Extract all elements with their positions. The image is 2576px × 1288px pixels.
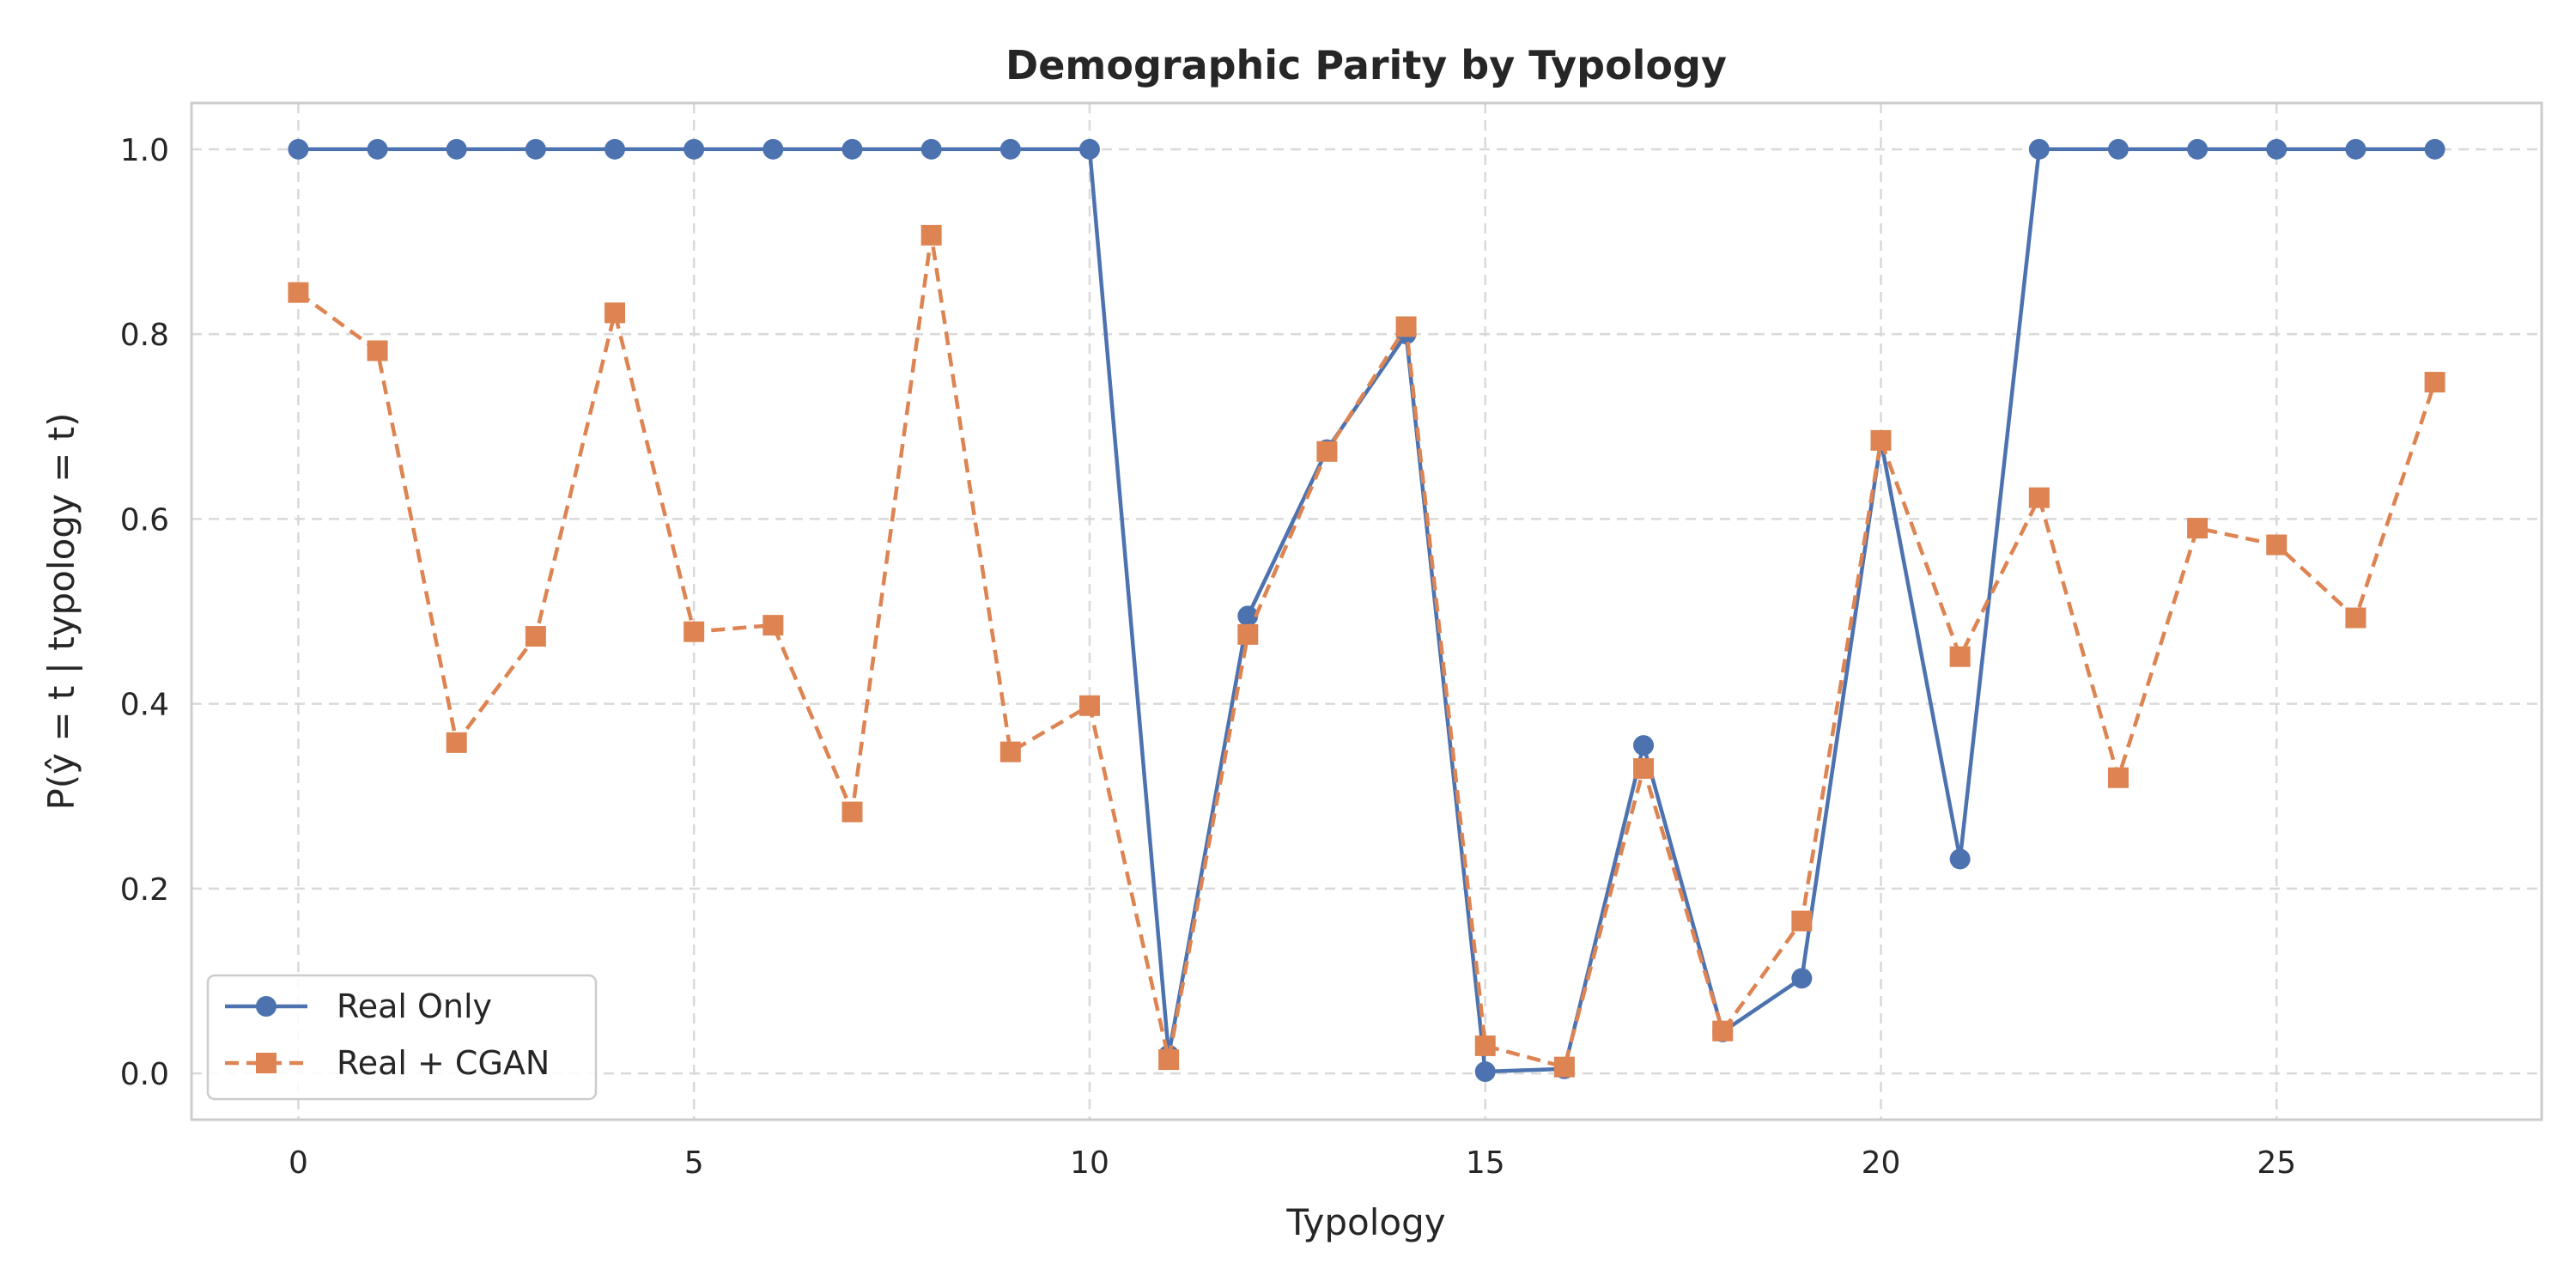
x-tick-label: 20 xyxy=(1862,1145,1901,1181)
data-point-real-cgan xyxy=(525,626,546,647)
data-point-real-cgan xyxy=(2424,372,2445,393)
data-point-real-only xyxy=(2187,138,2208,160)
data-point-real-only xyxy=(2424,138,2445,160)
data-point-real-cgan xyxy=(1633,757,1655,779)
grid-layer xyxy=(191,103,2542,1120)
x-tick-label: 10 xyxy=(1070,1145,1109,1181)
data-point-real-only xyxy=(605,138,626,160)
data-point-real-cgan xyxy=(999,741,1021,762)
data-point-real-cgan xyxy=(288,282,309,303)
y-tick-label: 0.4 xyxy=(120,688,169,723)
data-point-real-cgan xyxy=(1791,910,1813,932)
data-point-real-only xyxy=(525,138,546,160)
data-point-real-cgan xyxy=(1949,646,1971,667)
legend-label-real-only: Real Only xyxy=(337,987,492,1025)
y-tick-label: 0.8 xyxy=(120,318,169,353)
data-point-real-only xyxy=(367,138,388,160)
tick-layer: 0 5 10 15 20 25 0.0 0.2 0.4 0.6 0.8 1.0 xyxy=(120,133,2296,1181)
data-point-real-only xyxy=(288,138,309,160)
data-point-real-only xyxy=(1237,605,1259,627)
plot-frame xyxy=(190,101,2543,1121)
data-point-real-cgan xyxy=(1395,316,1417,337)
data-point-real-cgan xyxy=(683,621,705,642)
data-point-real-only xyxy=(2107,138,2129,160)
data-point-real-cgan xyxy=(1712,1020,1734,1042)
data-point-real-cgan xyxy=(762,615,784,636)
legend: Real Only Real + CGAN xyxy=(206,974,598,1101)
data-point-real-only xyxy=(1949,848,1971,870)
data-point-real-cgan xyxy=(2107,767,2129,788)
legend-entry-real-only: Real Only xyxy=(225,987,492,1025)
data-point-real-only xyxy=(2345,138,2366,160)
legend-marker-real-only xyxy=(256,996,276,1017)
y-tick-label: 0.2 xyxy=(120,872,169,908)
data-point-real-cgan xyxy=(1316,440,1338,462)
y-tick-label: 1.0 xyxy=(120,133,169,168)
data-point-real-cgan xyxy=(1553,1056,1575,1078)
series-real-cgan xyxy=(288,224,2445,1078)
data-point-real-cgan xyxy=(1237,623,1259,645)
legend-label-real-cgan: Real + CGAN xyxy=(337,1044,550,1082)
data-point-real-cgan xyxy=(2187,518,2208,539)
data-point-real-cgan xyxy=(2028,487,2050,508)
data-point-real-cgan xyxy=(2266,534,2287,556)
data-point-real-only xyxy=(1078,138,1100,160)
data-point-real-cgan xyxy=(1078,695,1100,716)
data-point-real-only xyxy=(1791,968,1813,989)
data-point-real-only xyxy=(762,138,784,160)
data-point-real-only xyxy=(999,138,1021,160)
legend-marker-real-cgan xyxy=(256,1053,276,1073)
chart-title: Demographic Parity by Typology xyxy=(1005,42,1727,88)
data-point-real-cgan xyxy=(446,732,467,753)
x-axis-label: Typology xyxy=(1285,1201,1445,1243)
series-line-real-cgan xyxy=(297,233,2437,1069)
data-point-real-only xyxy=(446,138,467,160)
data-point-real-only xyxy=(2028,138,2050,160)
data-point-real-only xyxy=(841,138,863,160)
data-point-real-cgan xyxy=(605,302,626,324)
y-tick-label: 0.0 xyxy=(120,1057,169,1092)
data-point-real-only xyxy=(2266,138,2287,160)
data-point-real-cgan xyxy=(920,224,942,246)
x-tick-label: 15 xyxy=(1466,1145,1505,1181)
series-line-real-only xyxy=(298,147,2435,1074)
x-tick-label: 5 xyxy=(684,1145,704,1181)
data-point-real-only xyxy=(683,138,705,160)
x-tick-label: 0 xyxy=(289,1145,308,1181)
x-tick-label: 25 xyxy=(2257,1145,2296,1181)
data-point-real-cgan xyxy=(841,801,863,823)
data-point-real-cgan xyxy=(1474,1035,1496,1056)
y-tick-label: 0.6 xyxy=(120,502,169,538)
data-point-real-cgan xyxy=(1158,1049,1180,1071)
data-point-real-only xyxy=(1474,1061,1496,1083)
data-point-real-only xyxy=(920,138,942,160)
data-point-real-cgan xyxy=(1870,429,1892,451)
data-point-real-cgan xyxy=(367,340,388,361)
legend-entry-real-cgan: Real + CGAN xyxy=(225,1044,550,1082)
data-point-real-only xyxy=(1633,735,1655,756)
y-axis-label: P(ŷ = t | typology = t) xyxy=(40,412,82,810)
series-layer xyxy=(288,138,2445,1083)
data-point-real-cgan xyxy=(2345,607,2366,629)
